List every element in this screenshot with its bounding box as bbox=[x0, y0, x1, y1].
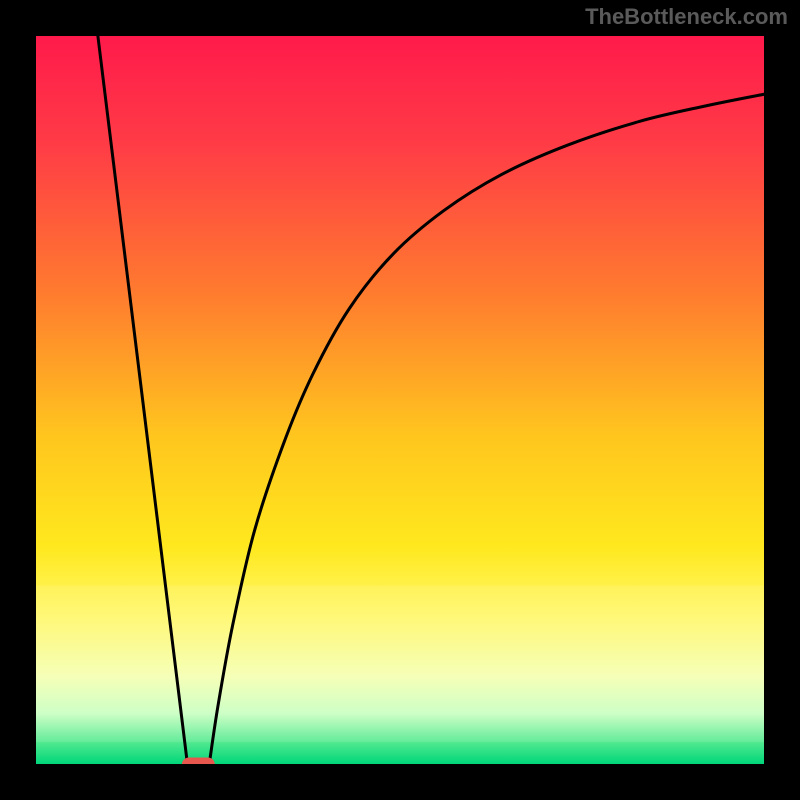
lower-highlight-band bbox=[36, 586, 764, 743]
watermark-text: TheBottleneck.com bbox=[585, 4, 788, 30]
bottleneck-chart bbox=[0, 0, 800, 800]
